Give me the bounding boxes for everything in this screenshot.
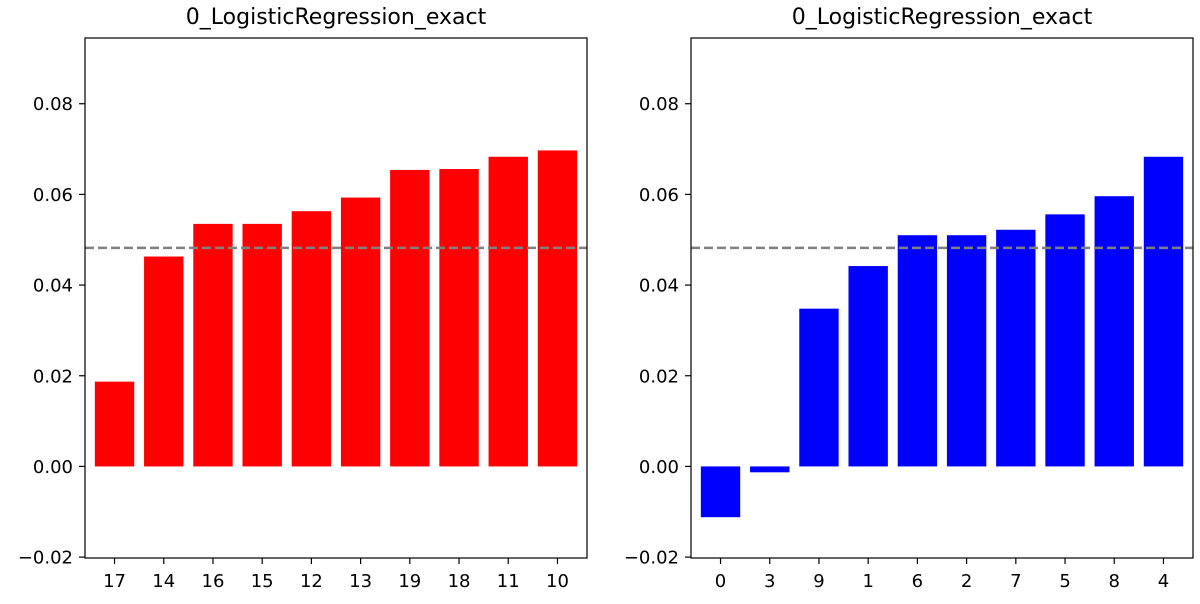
right-bar-5 — [1045, 214, 1085, 467]
right-xtick-label-2: 2 — [961, 571, 972, 592]
right-xtick-label-8: 8 — [1109, 571, 1120, 592]
left-bar-19 — [390, 169, 430, 467]
left-bar-12 — [291, 211, 332, 467]
right-xtick-label-6: 6 — [912, 571, 923, 592]
left-chart-title: 0_LogisticRegression_exact — [186, 5, 487, 30]
left-ytick-label: 0.02 — [33, 366, 73, 387]
right-bar-3 — [750, 466, 790, 473]
left-xtick-label-16: 16 — [202, 571, 225, 592]
right-xtick-label-3: 3 — [764, 571, 775, 592]
left-xtick-label-17: 17 — [103, 571, 126, 592]
right-xtick-label-5: 5 — [1059, 571, 1070, 592]
left-xtick-label-11: 11 — [497, 571, 520, 592]
left-axes-frame — [84, 37, 588, 559]
right-chart-title: 0_LogisticRegression_exact — [792, 5, 1093, 30]
right-axes-frame — [690, 37, 1194, 559]
right-ytick-label: 0.00 — [639, 457, 679, 478]
left-xtick-label-15: 15 — [251, 571, 274, 592]
left-xtick-label-10: 10 — [546, 571, 569, 592]
right-bar-4 — [1143, 156, 1184, 467]
left-bar-15 — [242, 223, 282, 467]
right-ytick-label: 0.04 — [639, 276, 679, 297]
left-ytick-label: 0.04 — [33, 276, 73, 297]
right-xtick-label-1: 1 — [862, 571, 873, 592]
left-chart-panel: 0_LogisticRegression_exact −0.02 0.00 0.02 0… — [18, 5, 588, 592]
right-bar-0 — [700, 466, 741, 518]
left-xtick-label-14: 14 — [152, 571, 175, 592]
left-xtick-label-13: 13 — [349, 571, 372, 592]
right-ytick-label: 0.06 — [639, 185, 679, 206]
left-bar-16 — [193, 223, 233, 467]
right-xtick-label-7: 7 — [1010, 571, 1021, 592]
left-xtick-label-19: 19 — [398, 571, 421, 592]
left-bar-17 — [94, 381, 135, 467]
right-ytick-label: 0.08 — [639, 94, 679, 115]
right-xtick-label-0: 0 — [715, 571, 726, 592]
right-bar-2 — [946, 235, 987, 467]
right-bar-7 — [996, 229, 1036, 467]
left-bar-11 — [488, 156, 528, 467]
left-ytick-label: −0.02 — [18, 548, 73, 569]
left-ytick-label: 0.00 — [33, 457, 73, 478]
right-bar-9 — [799, 308, 839, 467]
right-bar-6 — [897, 235, 938, 467]
right-xtick-label-4: 4 — [1158, 571, 1169, 592]
left-bar-10 — [537, 150, 578, 467]
left-xtick-label-12: 12 — [300, 571, 323, 592]
right-chart-panel: 0_LogisticRegression_exact −0.02 0.00 0.02 0… — [624, 5, 1194, 592]
right-xtick-label-9: 9 — [813, 571, 824, 592]
left-xtick-label-18: 18 — [448, 571, 471, 592]
left-bar-13 — [340, 197, 381, 467]
right-bar-1 — [848, 266, 888, 467]
right-bar-8 — [1094, 196, 1134, 467]
right-ytick-label: −0.02 — [624, 548, 679, 569]
right-ytick-label: 0.02 — [639, 366, 679, 387]
left-ytick-label: 0.08 — [33, 94, 73, 115]
left-bar-18 — [439, 169, 479, 467]
left-bar-14 — [144, 256, 184, 467]
left-ytick-label: 0.06 — [33, 185, 73, 206]
